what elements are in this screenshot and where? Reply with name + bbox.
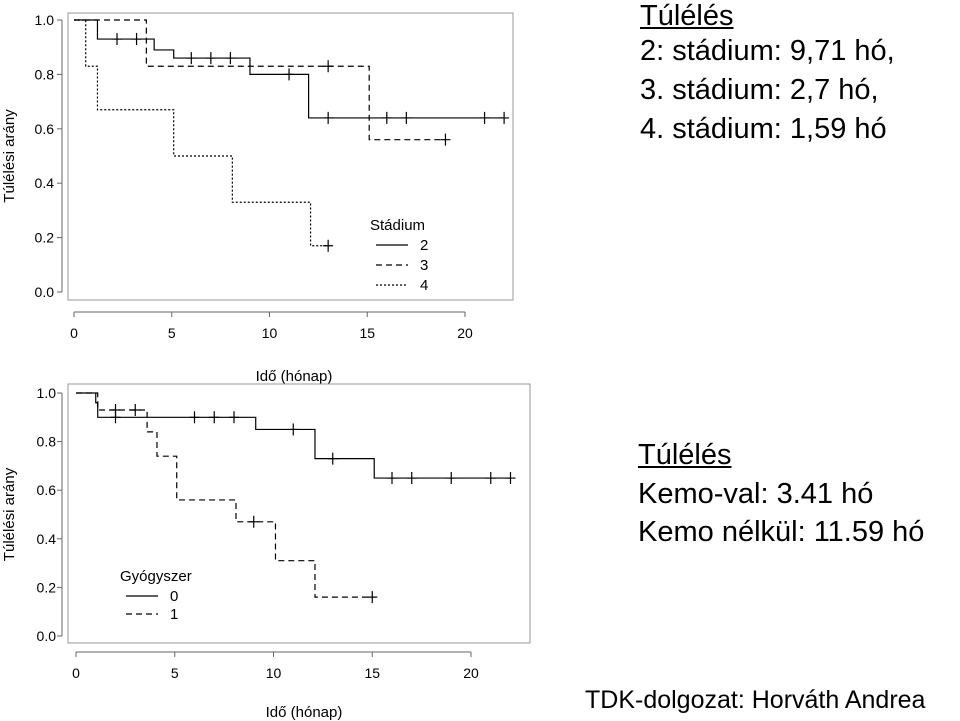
x-tick-label: 5	[171, 665, 179, 681]
y-tick-label: 0.8	[35, 66, 55, 82]
summary-top-line-1: 2: stádium: 9,71 hó,	[640, 35, 895, 67]
censor-mark-0	[387, 472, 397, 485]
censor-mark-3	[323, 60, 334, 73]
x-tick-label: 10	[262, 325, 278, 341]
censor-mark-2	[225, 52, 236, 65]
censor-mark-3	[440, 133, 451, 146]
y-tick-label: 0.0	[37, 628, 57, 644]
x-tick-label: 15	[359, 325, 375, 341]
censor-mark-2	[499, 111, 510, 124]
censor-mark-2	[186, 52, 197, 65]
censor-mark-1	[248, 515, 259, 528]
y-tick-label: 0.2	[37, 579, 57, 595]
x-tick-label: 0	[72, 665, 80, 681]
plot-frame	[67, 383, 531, 644]
y-tick-label: 1.0	[37, 385, 57, 401]
y-tick-label: 0.8	[37, 434, 57, 450]
censor-mark-2	[381, 111, 392, 124]
censor-mark-1	[110, 404, 121, 417]
legend-label-2: 2	[420, 237, 428, 254]
censor-mark-2	[401, 111, 412, 124]
x-tick-label: 0	[70, 325, 78, 341]
censor-mark-0	[406, 472, 417, 485]
censor-mark-0	[327, 452, 338, 465]
censor-mark-2	[112, 33, 123, 46]
y-tick-label: 0.6	[37, 482, 57, 498]
series-line-4	[74, 19, 329, 247]
censor-mark-2	[131, 33, 142, 46]
y-axis-label: Túlélési arány	[1, 109, 18, 203]
censor-mark-0	[209, 411, 220, 424]
x-tick-label: 10	[266, 665, 282, 681]
legend-label-3: 3	[420, 257, 428, 274]
censor-mark-1	[367, 591, 378, 604]
legend-title: Stádium	[370, 217, 425, 234]
series-line-2	[74, 19, 505, 119]
y-tick-label: 0.2	[35, 230, 55, 246]
summary-bottom-line-1: Kemo-val: 3.41 hó	[638, 478, 874, 510]
censor-mark-0	[446, 472, 457, 485]
y-tick-label: 0.4	[37, 531, 57, 547]
summary-bottom-line-2: Kemo nélkül: 11.59 hó	[638, 516, 925, 548]
footer-credit: TDK-dolgozat: Horváth Andrea	[585, 686, 926, 714]
censor-mark-1	[130, 404, 141, 417]
plot-frame	[67, 12, 514, 301]
legend-label-1: 1	[170, 606, 178, 623]
legend-title: Gyógyszer	[120, 568, 192, 585]
legend-label-4: 4	[420, 277, 428, 294]
censor-mark-2	[479, 111, 490, 124]
series-line-1	[76, 392, 373, 598]
x-axis-label: Idő (hónap)	[256, 368, 333, 385]
x-tick-label: 20	[457, 325, 473, 341]
chart-1: 0.0 0.2 0.4 0.6 0.8 1.0 0 5 10 15 20 Idő (hónap) Túl…	[1, 12, 514, 385]
y-axis-label: Túlélési arány	[1, 467, 18, 561]
summary-top-line-3: 4. stádium: 1,59 hó	[640, 113, 887, 145]
x-tick-label: 5	[168, 325, 176, 341]
censor-mark-0	[288, 423, 299, 436]
censor-mark-2	[284, 68, 295, 81]
censor-mark-0	[229, 411, 239, 424]
x-tick-label: 20	[463, 665, 479, 681]
y-tick-label: 0.6	[35, 121, 55, 137]
summary-top-line-2: 3. stádium: 2,7 hó,	[640, 74, 879, 106]
y-tick-label: 1.0	[35, 12, 55, 28]
censor-mark-0	[485, 472, 496, 485]
censor-mark-0	[505, 472, 516, 485]
censor-mark-4	[323, 239, 334, 252]
censor-mark-2	[205, 52, 216, 65]
legend-label-0: 0	[170, 588, 178, 605]
summary-top-heading: Túlélés	[640, 0, 734, 32]
y-tick-label: 0.4	[35, 175, 55, 191]
censor-mark-0	[189, 411, 200, 424]
y-tick-label: 0.0	[35, 284, 55, 300]
x-tick-label: 15	[364, 665, 380, 681]
summary-bottom-heading: Túlélés	[638, 439, 732, 471]
series-line-3	[74, 19, 446, 141]
series-line-0	[76, 392, 511, 479]
censor-mark-2	[323, 111, 334, 124]
x-axis-label: Idő (hónap)	[266, 704, 343, 721]
